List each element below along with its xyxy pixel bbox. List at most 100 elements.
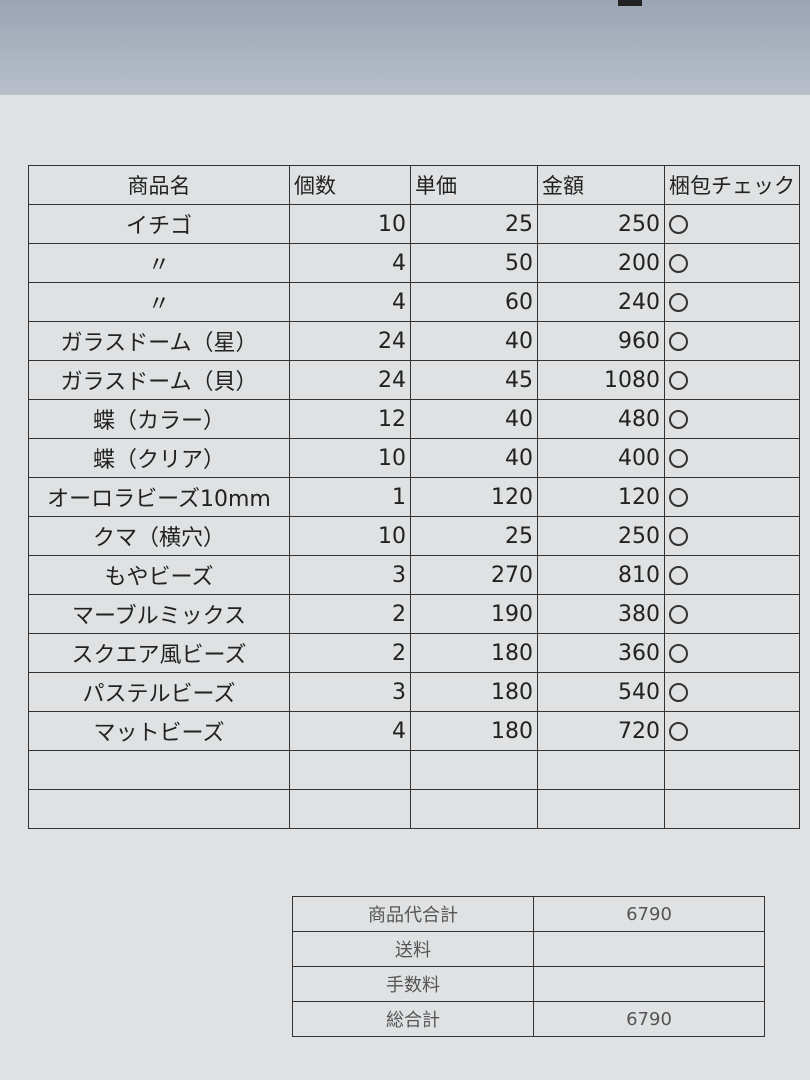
cell-product-name[interactable]: ガラスドーム（星） xyxy=(28,321,290,361)
cell-product-name[interactable]: ガラスドーム（貝） xyxy=(28,360,290,400)
cell-product-name[interactable]: クマ（横穴） xyxy=(28,516,290,556)
cell-amount[interactable]: 250 xyxy=(537,204,665,244)
cell-packing-check[interactable] xyxy=(664,321,800,361)
cell-amount[interactable]: 540 xyxy=(537,672,665,712)
cell-packing-check[interactable] xyxy=(664,594,800,634)
cell-product-name[interactable]: 〃 xyxy=(28,282,290,322)
summary-value[interactable] xyxy=(533,966,765,1002)
empty-cell[interactable] xyxy=(410,750,538,790)
cell-unit-price[interactable]: 50 xyxy=(410,243,538,283)
cell-quantity[interactable]: 3 xyxy=(289,672,411,712)
empty-cell[interactable] xyxy=(289,750,411,790)
empty-cell[interactable] xyxy=(664,789,800,829)
header-packing-check[interactable]: 梱包チェック xyxy=(664,165,800,205)
cell-unit-price[interactable]: 40 xyxy=(410,321,538,361)
table-row: もやビーズ 3 270 810 xyxy=(28,555,800,595)
cell-product-name[interactable]: 蝶（カラー） xyxy=(28,399,290,439)
cell-quantity[interactable]: 2 xyxy=(289,594,411,634)
cell-product-name[interactable]: 〃 xyxy=(28,243,290,283)
cell-product-name[interactable]: マーブルミックス xyxy=(28,594,290,634)
cell-amount[interactable]: 360 xyxy=(537,633,665,673)
cell-packing-check[interactable] xyxy=(664,399,800,439)
table-row: クマ（横穴） 10 25 250 xyxy=(28,516,800,556)
cell-amount[interactable]: 120 xyxy=(537,477,665,517)
empty-cell[interactable] xyxy=(28,789,290,829)
header-product-name[interactable]: 商品名 xyxy=(28,165,290,205)
cell-unit-price[interactable]: 25 xyxy=(410,204,538,244)
summary-value[interactable]: 6790 xyxy=(533,896,765,932)
top-mark xyxy=(618,0,642,6)
cell-unit-price[interactable]: 120 xyxy=(410,477,538,517)
summary-label[interactable]: 手数料 xyxy=(292,966,534,1002)
cell-packing-check[interactable] xyxy=(664,672,800,712)
cell-packing-check[interactable] xyxy=(664,477,800,517)
cell-packing-check[interactable] xyxy=(664,282,800,322)
cell-amount[interactable]: 380 xyxy=(537,594,665,634)
cell-quantity[interactable]: 4 xyxy=(289,711,411,751)
cell-product-name[interactable]: イチゴ xyxy=(28,204,290,244)
check-circle-icon xyxy=(669,683,688,702)
cell-quantity[interactable]: 10 xyxy=(289,204,411,244)
cell-amount[interactable]: 240 xyxy=(537,282,665,322)
cell-product-name[interactable]: 蝶（クリア） xyxy=(28,438,290,478)
cell-amount[interactable]: 200 xyxy=(537,243,665,283)
cell-product-name[interactable]: オーロラビーズ10mm xyxy=(28,477,290,517)
cell-quantity[interactable]: 24 xyxy=(289,321,411,361)
cell-unit-price[interactable]: 190 xyxy=(410,594,538,634)
cell-product-name[interactable]: パステルビーズ xyxy=(28,672,290,712)
header-amount[interactable]: 金額 xyxy=(537,165,665,205)
cell-quantity[interactable]: 12 xyxy=(289,399,411,439)
cell-product-name[interactable]: もやビーズ xyxy=(28,555,290,595)
cell-amount[interactable]: 400 xyxy=(537,438,665,478)
cell-packing-check[interactable] xyxy=(664,243,800,283)
cell-product-name[interactable]: スクエア風ビーズ xyxy=(28,633,290,673)
cell-amount[interactable]: 480 xyxy=(537,399,665,439)
cell-unit-price[interactable]: 180 xyxy=(410,711,538,751)
cell-amount[interactable]: 720 xyxy=(537,711,665,751)
summary-value[interactable]: 6790 xyxy=(533,1001,765,1037)
summary-label[interactable]: 総合計 xyxy=(292,1001,534,1037)
cell-unit-price[interactable]: 40 xyxy=(410,399,538,439)
cell-quantity[interactable]: 2 xyxy=(289,633,411,673)
cell-unit-price[interactable]: 270 xyxy=(410,555,538,595)
cell-packing-check[interactable] xyxy=(664,516,800,556)
check-circle-icon xyxy=(669,644,688,663)
cell-unit-price[interactable]: 60 xyxy=(410,282,538,322)
cell-quantity[interactable]: 10 xyxy=(289,438,411,478)
empty-cell[interactable] xyxy=(410,789,538,829)
summary-label[interactable]: 商品代合計 xyxy=(292,896,534,932)
cell-unit-price[interactable]: 45 xyxy=(410,360,538,400)
cell-amount[interactable]: 810 xyxy=(537,555,665,595)
check-circle-icon xyxy=(669,449,688,468)
cell-packing-check[interactable] xyxy=(664,555,800,595)
cell-quantity[interactable]: 1 xyxy=(289,477,411,517)
cell-packing-check[interactable] xyxy=(664,633,800,673)
cell-quantity[interactable]: 24 xyxy=(289,360,411,400)
monitor-bezel-area xyxy=(0,0,810,95)
empty-cell[interactable] xyxy=(289,789,411,829)
cell-packing-check[interactable] xyxy=(664,438,800,478)
header-quantity[interactable]: 個数 xyxy=(289,165,411,205)
cell-amount[interactable]: 250 xyxy=(537,516,665,556)
cell-packing-check[interactable] xyxy=(664,711,800,751)
cell-unit-price[interactable]: 40 xyxy=(410,438,538,478)
cell-quantity[interactable]: 4 xyxy=(289,243,411,283)
summary-label[interactable]: 送料 xyxy=(292,931,534,967)
summary-value[interactable] xyxy=(533,931,765,967)
cell-product-name[interactable]: マットビーズ xyxy=(28,711,290,751)
cell-unit-price[interactable]: 25 xyxy=(410,516,538,556)
cell-unit-price[interactable]: 180 xyxy=(410,633,538,673)
header-unit-price[interactable]: 単価 xyxy=(410,165,538,205)
empty-cell[interactable] xyxy=(28,750,290,790)
cell-packing-check[interactable] xyxy=(664,204,800,244)
cell-packing-check[interactable] xyxy=(664,360,800,400)
cell-amount[interactable]: 960 xyxy=(537,321,665,361)
cell-amount[interactable]: 1080 xyxy=(537,360,665,400)
empty-cell[interactable] xyxy=(537,750,665,790)
cell-quantity[interactable]: 10 xyxy=(289,516,411,556)
cell-quantity[interactable]: 4 xyxy=(289,282,411,322)
cell-unit-price[interactable]: 180 xyxy=(410,672,538,712)
empty-cell[interactable] xyxy=(537,789,665,829)
empty-cell[interactable] xyxy=(664,750,800,790)
cell-quantity[interactable]: 3 xyxy=(289,555,411,595)
